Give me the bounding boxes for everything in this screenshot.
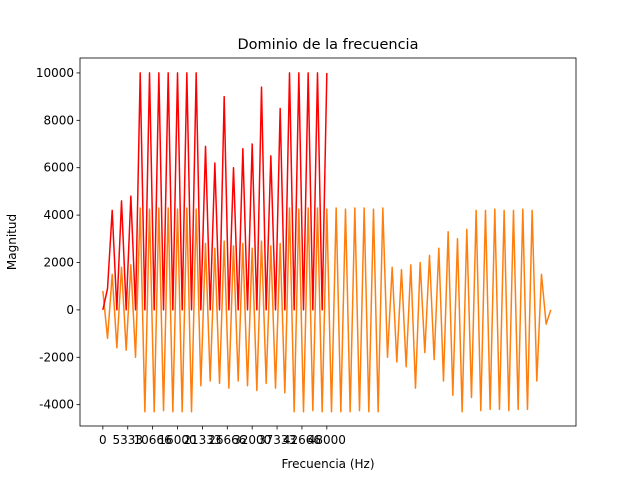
- x-tick-label: 42666: [283, 433, 321, 447]
- plot-frame: [79, 57, 577, 427]
- y-tick-label: -4000: [39, 398, 74, 412]
- x-tick-label: 10666: [134, 433, 172, 447]
- series-line: [102, 207, 552, 413]
- series-line: [102, 72, 328, 311]
- x-axis-label: Frecuencia (Hz): [281, 457, 374, 471]
- y-tick-label: -2000: [39, 350, 74, 364]
- y-tick-label: 10000: [36, 66, 74, 80]
- y-tick-label: 2000: [43, 255, 74, 269]
- y-tick-label: 0: [66, 303, 74, 317]
- x-tick-label: 32000: [233, 433, 271, 447]
- x-tick-label: 16000: [158, 433, 196, 447]
- x-tick-label: 5333: [112, 433, 143, 447]
- x-tick-label: 26666: [208, 433, 246, 447]
- x-tick-label: 0: [99, 433, 107, 447]
- chart-title: Dominio de la frecuencia: [238, 37, 419, 53]
- y-tick-label: 6000: [43, 161, 74, 175]
- x-tick-label: 48000: [308, 433, 346, 447]
- y-tick-label: 4000: [43, 208, 74, 222]
- y-tick-label: 8000: [43, 113, 74, 127]
- x-tick-label: 21333: [183, 433, 221, 447]
- y-axis-label: Magnitud: [5, 214, 19, 270]
- x-tick-label: 37333: [258, 433, 296, 447]
